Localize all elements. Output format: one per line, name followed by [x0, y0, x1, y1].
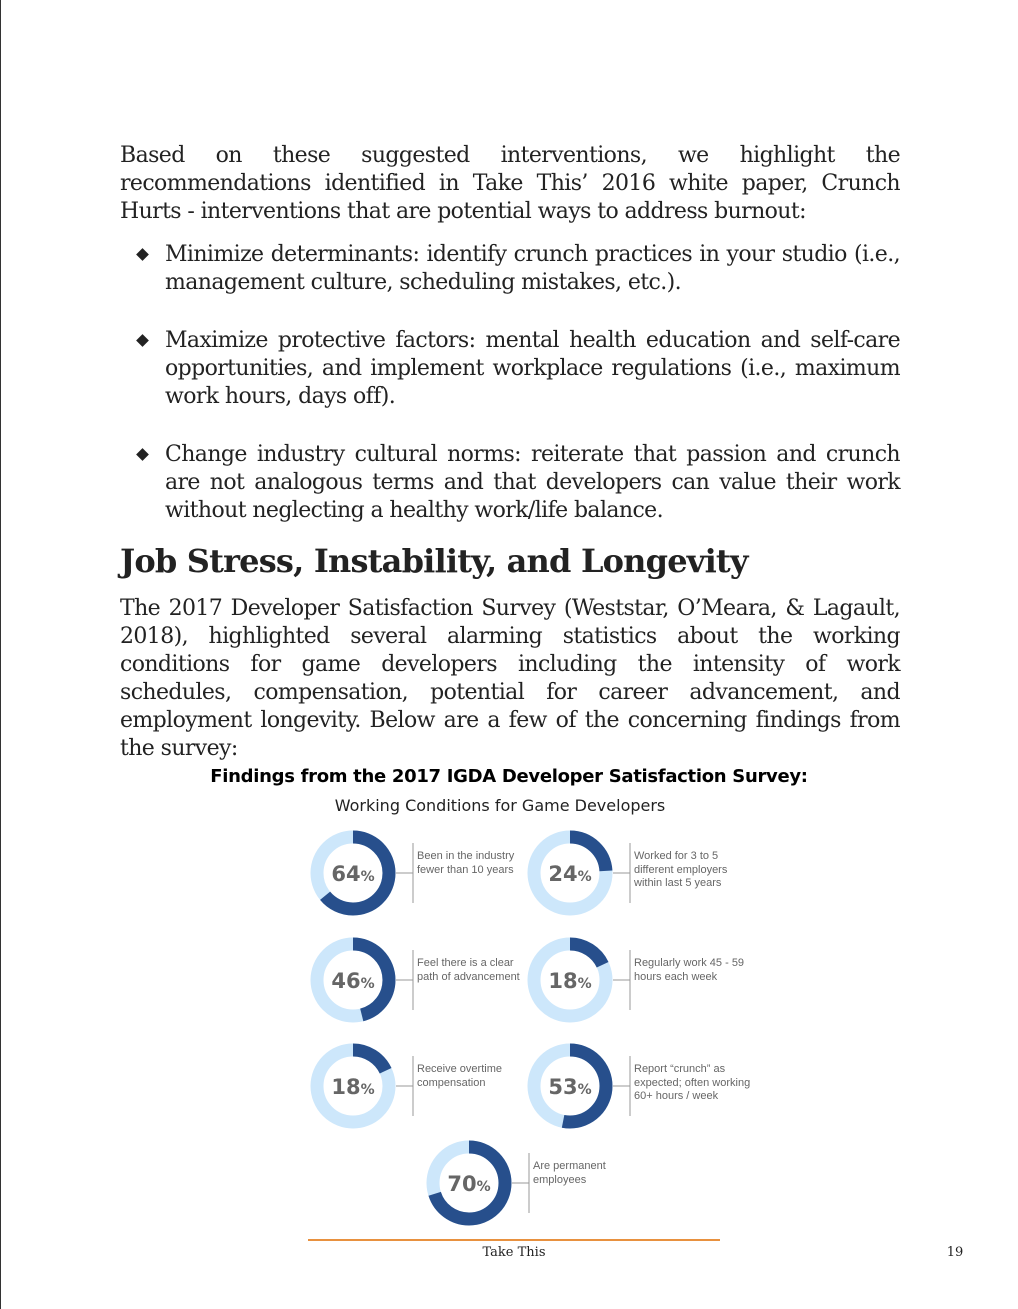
page-left-edge [0, 0, 1, 1309]
bullet-text: Maximize protective factors: mental heal… [165, 328, 901, 409]
donut-5: 18% [310, 1043, 414, 1129]
section-body: The 2017 Developer Satisfaction Survey (… [120, 596, 901, 761]
bullet-text: Change industry cultural norms: reiterat… [165, 442, 901, 523]
donut-6: 53% [527, 1043, 631, 1129]
footer-divider [308, 1239, 720, 1241]
figure-title: Findings from the 2017 IGDA Developer Sa… [210, 766, 808, 787]
donut-description: Worked for 3 to 5 different employers wi… [634, 850, 728, 889]
footer-publisher: Take This [482, 1245, 546, 1260]
donut-description: Been in the industry fewer than 10 years [417, 850, 515, 876]
donut-description: Report “crunch” as expected; often worki… [634, 1063, 751, 1102]
bullet-text: Minimize determinants: identify crunch p… [165, 242, 901, 295]
donut-description: Are permanent employees [533, 1160, 606, 1186]
donut-description: Regularly work 45 - 59 hours each week [634, 957, 745, 983]
donut-value-label: 18% [548, 969, 591, 993]
donut-value-label: 70% [447, 1172, 490, 1196]
donut-value-arc [310, 1043, 396, 1129]
donut-1: 64% [310, 830, 414, 916]
donut-value-arc [310, 937, 396, 1023]
donut-value-arc [527, 1043, 613, 1129]
figure-subtitle: Working Conditions for Game Developers [334, 796, 666, 815]
donut-2: 24% [527, 830, 631, 916]
donut-value-label: 64% [331, 862, 374, 886]
bullet-item: Minimize determinants: identify crunch p… [120, 241, 901, 297]
donut-7: 70% [426, 1140, 530, 1226]
donut-value-arc [310, 830, 396, 916]
donut-value-arc [527, 937, 613, 1023]
donut-value-label: 53% [548, 1075, 591, 1099]
donut-3: 46% [310, 937, 414, 1023]
intro-paragraph: Based on these suggested interventions, … [120, 143, 901, 224]
bullet-item: Maximize protective factors: mental heal… [120, 327, 901, 411]
donut-value-label: 18% [331, 1075, 374, 1099]
donut-value-arc [426, 1140, 512, 1226]
donut-description: Feel there is a clear path of advancemen… [417, 957, 520, 983]
donut-value-arc [527, 830, 613, 916]
donut-4: 18% [527, 937, 631, 1023]
page-number: 19 [946, 1245, 964, 1260]
donut-value-label: 46% [331, 969, 374, 993]
bullet-item: Change industry cultural norms: reiterat… [120, 441, 901, 525]
section-heading: Job Stress, Instability, and Longevity [120, 542, 749, 580]
donut-value-label: 24% [548, 862, 591, 886]
donut-description: Receive overtime compensation [417, 1063, 502, 1089]
